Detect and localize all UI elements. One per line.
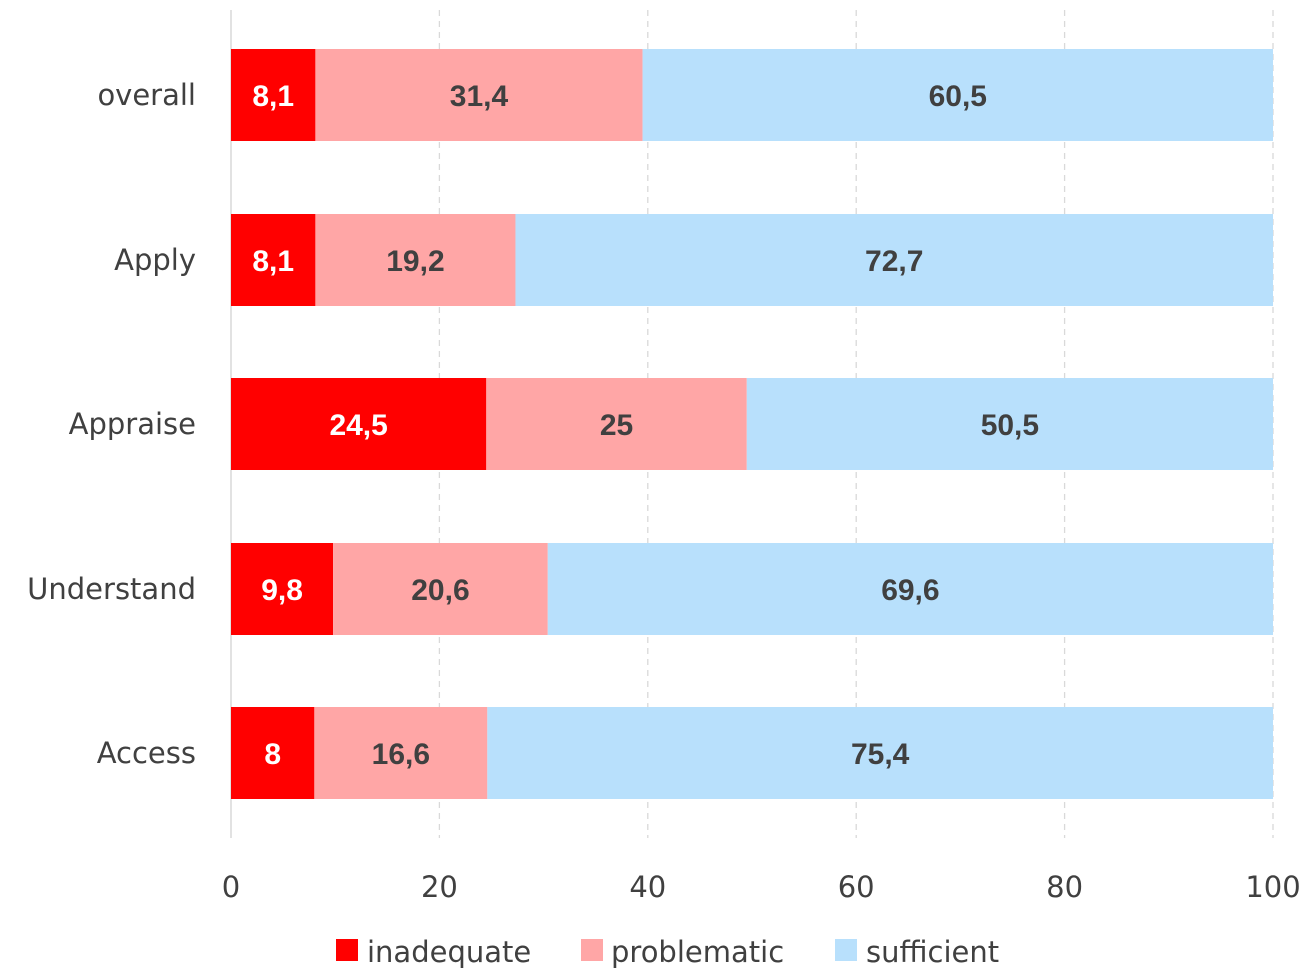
bar-inadequate-appraise [231, 378, 487, 470]
x-tick-label: 40 [629, 870, 666, 904]
category-label-appraise: Appraise [69, 407, 196, 441]
data-label: 8,1 [252, 245, 294, 278]
bar-inadequate-overall [231, 49, 316, 141]
data-label: 19,2 [386, 245, 444, 278]
data-label: 16,6 [372, 738, 430, 771]
category-label-understand: Understand [27, 572, 196, 606]
legend-label-inadequate: inadequate [367, 935, 531, 969]
bar-sufficient-appraise [746, 378, 1273, 470]
data-label: 50,5 [981, 409, 1039, 442]
category-label-access: Access [97, 736, 196, 770]
data-label: 24,5 [329, 409, 387, 442]
data-label: 25 [600, 409, 633, 442]
x-tick-labels: 0 20 40 60 80 100 [222, 870, 1301, 904]
bar-problematic-access [314, 707, 488, 799]
bar-problematic-overall [315, 49, 643, 141]
data-label: 8 [264, 738, 281, 771]
data-label: 72,7 [865, 245, 923, 278]
legend-label-sufficient: sufficient [866, 935, 999, 969]
data-label: 8,1 [252, 80, 294, 113]
bar-inadequate-apply [231, 214, 316, 306]
bar-problematic-understand [333, 543, 548, 635]
bar-problematic-appraise [486, 378, 747, 470]
legend: inadequate problematic sufficient [336, 935, 999, 969]
x-tick-label: 60 [838, 870, 875, 904]
category-label-overall: overall [97, 78, 196, 112]
bar-inadequate-understand [231, 543, 334, 635]
bar-inadequate-access [231, 707, 315, 799]
gridlines [438, 10, 1274, 838]
legend-swatch-inadequate [336, 939, 358, 961]
data-label: 31,4 [450, 80, 509, 113]
category-label-apply: Apply [114, 243, 196, 277]
bars: 8,1 31,4 60,5 8,1 19,2 72,7 24,5 25 50,5 9,8 20,6 6… [231, 49, 1273, 799]
x-tick-label: 20 [421, 870, 458, 904]
bar-problematic-apply [315, 214, 516, 306]
x-tick-label: 100 [1245, 870, 1300, 904]
data-label: 20,6 [411, 574, 469, 607]
bar-sufficient-understand [547, 543, 1273, 635]
data-label: 75,4 [851, 738, 910, 771]
bar-sufficient-apply [515, 214, 1273, 306]
legend-swatch-problematic [581, 939, 603, 961]
bar-sufficient-access [487, 707, 1273, 799]
data-label: 69,6 [881, 574, 939, 607]
x-tick-label: 0 [222, 870, 240, 904]
data-label: 9,8 [261, 574, 303, 607]
x-tick-label: 80 [1046, 870, 1083, 904]
category-labels: overall Apply Appraise Understand Access [27, 78, 196, 770]
legend-swatch-sufficient [835, 939, 857, 961]
data-label: 60,5 [929, 80, 987, 113]
bar-sufficient-overall [642, 49, 1273, 141]
legend-label-problematic: problematic [611, 935, 784, 969]
